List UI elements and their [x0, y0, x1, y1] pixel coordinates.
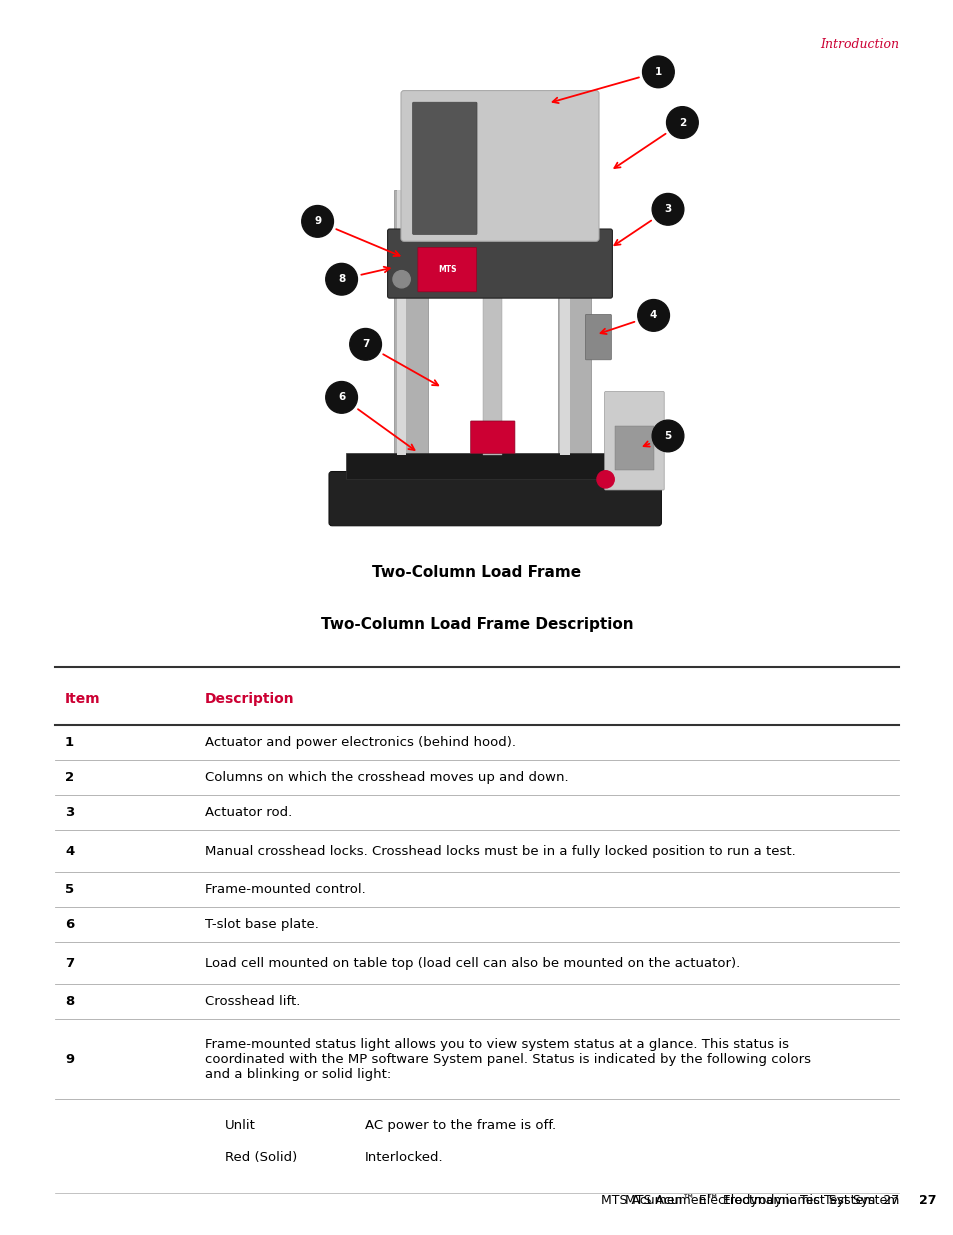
- Text: 5: 5: [65, 883, 74, 897]
- Text: Unlit: Unlit: [225, 1119, 255, 1131]
- Text: Actuator and power electronics (behind hood).: Actuator and power electronics (behind h…: [205, 736, 516, 750]
- Text: Actuator rod.: Actuator rod.: [205, 806, 292, 819]
- Text: MTS: MTS: [437, 266, 456, 274]
- Circle shape: [642, 56, 674, 88]
- FancyBboxPatch shape: [604, 391, 663, 490]
- Text: Columns on which the crosshead moves up and down.: Columns on which the crosshead moves up …: [205, 771, 568, 784]
- Text: 4: 4: [65, 845, 74, 858]
- Text: 9: 9: [314, 216, 321, 226]
- Text: MTS Acumen™ Electrodynamic Test System: MTS Acumen™ Electrodynamic Test System: [624, 1194, 898, 1207]
- FancyBboxPatch shape: [387, 228, 612, 298]
- FancyBboxPatch shape: [412, 103, 476, 235]
- FancyBboxPatch shape: [394, 190, 428, 456]
- Text: 27: 27: [918, 1194, 936, 1207]
- Text: Two-Column Load Frame Description: Two-Column Load Frame Description: [320, 618, 633, 632]
- Text: T-slot base plate.: T-slot base plate.: [205, 919, 318, 931]
- Circle shape: [652, 420, 683, 452]
- Text: AC power to the frame is off.: AC power to the frame is off.: [365, 1119, 556, 1131]
- Text: 7: 7: [65, 957, 74, 969]
- Text: Interlocked.: Interlocked.: [365, 1151, 443, 1163]
- FancyBboxPatch shape: [417, 247, 476, 291]
- Circle shape: [350, 329, 381, 361]
- FancyBboxPatch shape: [346, 453, 643, 479]
- Text: 2: 2: [65, 771, 74, 784]
- Circle shape: [652, 194, 683, 225]
- FancyBboxPatch shape: [260, 56, 740, 537]
- Text: 1: 1: [65, 736, 74, 750]
- FancyBboxPatch shape: [615, 426, 653, 469]
- Circle shape: [301, 205, 334, 237]
- Text: 5: 5: [663, 431, 671, 441]
- Circle shape: [666, 106, 698, 138]
- Text: 9: 9: [65, 1052, 74, 1066]
- Text: Crosshead lift.: Crosshead lift.: [205, 995, 300, 1008]
- Text: Two-Column Load Frame: Two-Column Load Frame: [372, 566, 581, 580]
- Text: 7: 7: [361, 340, 369, 350]
- FancyBboxPatch shape: [329, 472, 660, 526]
- Text: 8: 8: [65, 995, 74, 1008]
- Text: 3: 3: [65, 806, 74, 819]
- Circle shape: [325, 382, 357, 414]
- Text: 6: 6: [337, 393, 345, 403]
- Text: Frame-mounted control.: Frame-mounted control.: [205, 883, 365, 897]
- Text: 3: 3: [663, 204, 671, 215]
- Text: MTS Acumen™ Electrodynamic Test System  27: MTS Acumen™ Electrodynamic Test System 2…: [600, 1194, 898, 1207]
- Text: 1: 1: [654, 67, 661, 77]
- FancyBboxPatch shape: [557, 190, 591, 456]
- FancyBboxPatch shape: [482, 296, 502, 456]
- Text: Description: Description: [205, 693, 294, 706]
- Circle shape: [597, 471, 614, 488]
- Circle shape: [325, 263, 357, 295]
- Text: 6: 6: [65, 919, 74, 931]
- FancyBboxPatch shape: [559, 190, 569, 456]
- Text: Introduction: Introduction: [820, 38, 898, 51]
- Text: 8: 8: [337, 274, 345, 284]
- Text: 4: 4: [649, 310, 657, 320]
- Text: Load cell mounted on table top (load cell can also be mounted on the actuator).: Load cell mounted on table top (load cel…: [205, 957, 740, 969]
- Text: Manual crosshead locks. Crosshead locks must be in a fully locked position to ru: Manual crosshead locks. Crosshead locks …: [205, 845, 795, 858]
- Text: 2: 2: [679, 117, 685, 127]
- FancyBboxPatch shape: [400, 90, 598, 241]
- FancyBboxPatch shape: [470, 421, 515, 453]
- FancyBboxPatch shape: [585, 315, 611, 359]
- Circle shape: [638, 300, 669, 331]
- Text: Red (Solid): Red (Solid): [225, 1151, 297, 1163]
- Circle shape: [393, 270, 410, 288]
- Text: Frame-mounted status light allows you to view system status at a glance. This st: Frame-mounted status light allows you to…: [205, 1037, 810, 1081]
- FancyBboxPatch shape: [396, 190, 406, 456]
- Text: Item: Item: [65, 693, 100, 706]
